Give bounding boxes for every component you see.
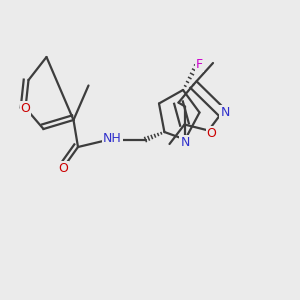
- Text: N: N: [180, 136, 190, 149]
- Text: NH: NH: [103, 131, 122, 145]
- Text: O: O: [207, 127, 216, 140]
- Text: O: O: [21, 101, 30, 115]
- Text: F: F: [196, 58, 203, 71]
- Text: N: N: [220, 106, 230, 119]
- Text: O: O: [58, 161, 68, 175]
